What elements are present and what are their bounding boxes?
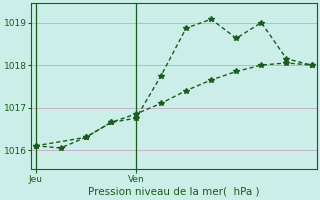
X-axis label: Pression niveau de la mer(  hPa ): Pression niveau de la mer( hPa ) xyxy=(88,187,259,197)
